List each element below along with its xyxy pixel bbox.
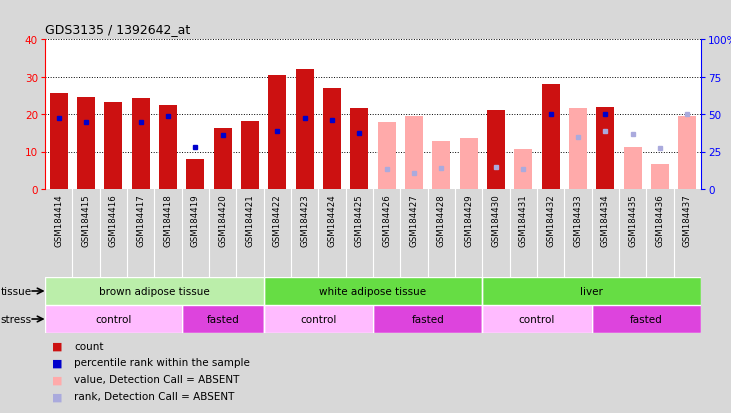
Bar [487,111,505,190]
Text: liver: liver [580,286,603,296]
Text: GSM184431: GSM184431 [519,194,528,247]
Bar [132,98,150,190]
Text: fasted: fasted [412,314,444,324]
Bar [542,85,559,190]
Text: GSM184433: GSM184433 [574,194,583,247]
Text: GSM184429: GSM184429 [464,194,473,247]
Text: GDS3135 / 1392642_at: GDS3135 / 1392642_at [45,23,190,36]
Bar [268,76,287,190]
Text: GSM184435: GSM184435 [628,194,637,247]
Text: ■: ■ [53,391,63,401]
Bar [373,305,482,333]
Bar [264,277,482,305]
Bar [482,305,591,333]
Text: GSM184436: GSM184436 [656,194,664,247]
Bar [405,116,423,190]
Text: white adipose tissue: white adipose tissue [319,286,427,296]
Text: fasted: fasted [206,314,239,324]
Text: GSM184426: GSM184426 [382,194,391,247]
Text: GSM184419: GSM184419 [191,194,200,247]
Bar [591,305,701,333]
Bar [45,305,182,333]
Text: GSM184420: GSM184420 [218,194,227,247]
Text: value, Detection Call = ABSENT: value, Detection Call = ABSENT [75,374,240,385]
Bar [182,305,264,333]
Bar [624,147,642,190]
Bar [264,277,482,305]
Text: GSM184416: GSM184416 [109,194,118,247]
Bar [596,107,614,190]
Text: brown adipose tissue: brown adipose tissue [99,286,210,296]
Bar [50,94,67,190]
Text: GSM184432: GSM184432 [546,194,555,247]
Bar [182,305,264,333]
Text: GSM184421: GSM184421 [246,194,254,247]
Text: GSM184422: GSM184422 [273,194,282,247]
Bar [515,149,532,190]
Text: GSM184415: GSM184415 [81,194,91,247]
Text: GSM184423: GSM184423 [300,194,309,247]
Bar [296,70,314,190]
Text: tissue: tissue [1,286,32,296]
Bar [264,305,373,333]
Bar [264,305,373,333]
Bar [213,129,232,190]
Bar [433,142,450,190]
Bar [105,103,122,190]
Text: GSM184427: GSM184427 [409,194,419,247]
Text: GSM184424: GSM184424 [327,194,336,247]
Text: count: count [75,341,104,351]
Bar [373,305,482,333]
Bar [482,277,701,305]
Bar [45,277,264,305]
Text: GSM184430: GSM184430 [491,194,501,247]
Bar [569,109,587,190]
Text: fasted: fasted [630,314,663,324]
Text: ■: ■ [53,358,63,368]
Bar [186,159,204,190]
Text: rank, Detection Call = ABSENT: rank, Detection Call = ABSENT [75,391,235,401]
Text: GSM184437: GSM184437 [683,194,692,247]
Bar [350,109,368,190]
Bar [323,88,341,190]
Bar [378,122,395,190]
Text: GSM184428: GSM184428 [437,194,446,247]
Text: ■: ■ [53,374,63,385]
Bar [45,277,264,305]
Text: ■: ■ [53,341,63,351]
Bar [591,305,701,333]
Text: control: control [519,314,555,324]
Bar [482,305,591,333]
Text: control: control [300,314,336,324]
Bar [159,105,177,190]
Bar [241,121,259,190]
Text: percentile rank within the sample: percentile rank within the sample [75,358,250,368]
Text: control: control [95,314,132,324]
Text: GSM184425: GSM184425 [355,194,364,247]
Text: GSM184414: GSM184414 [54,194,63,247]
Bar [678,116,696,190]
Text: stress: stress [1,314,32,324]
Bar [482,277,701,305]
Bar [45,305,182,333]
Bar [460,139,477,190]
Text: GSM184417: GSM184417 [136,194,145,247]
Bar [651,164,669,190]
Text: GSM184418: GSM184418 [164,194,173,247]
Bar [77,98,95,190]
Text: GSM184434: GSM184434 [601,194,610,247]
